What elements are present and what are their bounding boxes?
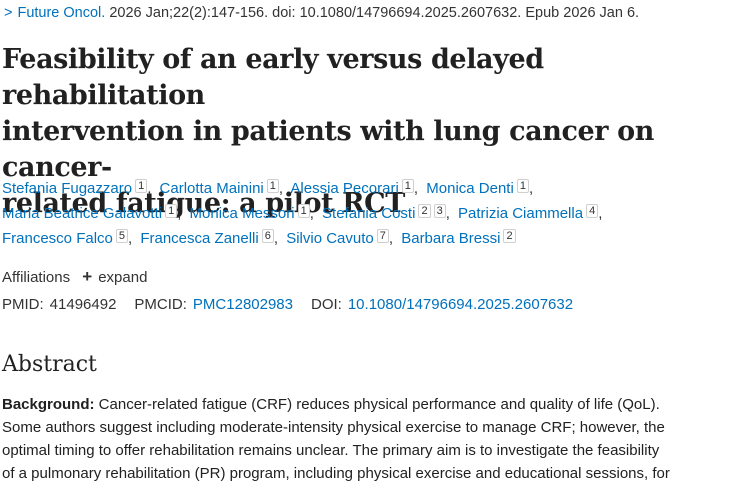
citation-line: > Future Oncol. 2026 Jan;22(2):147-156. d… xyxy=(4,2,639,24)
identifiers-row: PMID: 41496492 PMCID: PMC12802983 DOI: 10.108… xyxy=(2,294,573,316)
affiliation-badge[interactable]: 1 xyxy=(297,204,310,218)
doi-link[interactable]: 10.1080/14796694.2025.2607632 xyxy=(347,296,574,313)
affiliation-badge[interactable]: 1 xyxy=(266,179,279,193)
affiliations-label: Affiliations xyxy=(2,269,71,286)
author-link[interactable]: Alessia Pecorari xyxy=(290,180,399,197)
chevron-right-icon[interactable]: > xyxy=(4,5,13,21)
affiliation-badge[interactable]: 2 xyxy=(418,204,431,218)
author-link[interactable]: Stefania Fugazzaro xyxy=(2,180,133,197)
pmid-label: PMID: xyxy=(2,296,44,313)
affiliation-badge[interactable]: 3 xyxy=(433,204,446,218)
pmcid-link[interactable]: PMC12802983 xyxy=(192,296,293,313)
expand-label: expand xyxy=(98,269,148,286)
author-link[interactable]: Maria Beatrice Galavotti xyxy=(2,205,163,222)
author-link[interactable]: Patrizia Ciammella xyxy=(458,205,584,222)
pmid-value: 41496492 xyxy=(49,296,117,313)
journal-link[interactable]: Future Oncol. xyxy=(17,5,106,21)
article-title: Feasibility of an early versus delayed r… xyxy=(2,42,747,222)
abstract-line: of a pulmonary rehabilitation (PR) progr… xyxy=(2,465,670,482)
author-link[interactable]: Silvio Cavuto xyxy=(286,230,374,247)
affiliation-badge[interactable]: 1 xyxy=(135,179,148,193)
citation-details: 2026 Jan;22(2):147-156. doi: 10.1080/147… xyxy=(105,5,640,21)
affiliation-badge[interactable]: 4 xyxy=(586,204,599,218)
affiliation-badge[interactable]: 1 xyxy=(516,179,529,193)
author-link[interactable]: Barbara Bressi xyxy=(401,230,501,247)
abstract-line: optimal timing to offer rehabilitation r… xyxy=(2,442,660,459)
affiliations-row: Affiliations + expand xyxy=(2,266,147,289)
abstract-text: Background: Cancer-related fatigue (CRF)… xyxy=(2,393,747,485)
author-link[interactable]: Francesco Falco xyxy=(2,230,113,247)
affiliation-badge[interactable]: 1 xyxy=(165,204,178,218)
author-link[interactable]: Monica Messori xyxy=(189,205,295,222)
author-link[interactable]: Stefania Costi xyxy=(322,205,416,222)
author-list: Stefania Fugazzaro 1, Carlotta Mainini 1, … xyxy=(2,176,747,251)
title-line: Feasibility of an early versus delayed r… xyxy=(2,44,544,111)
abstract-heading: Abstract xyxy=(2,352,97,377)
abstract-line: Some authors suggest including moderate-… xyxy=(2,419,665,436)
author-link[interactable]: Francesca Zanelli xyxy=(140,230,259,247)
author-link[interactable]: Carlotta Mainini xyxy=(159,180,264,197)
expand-affiliations-button[interactable]: + expand xyxy=(82,267,148,286)
background-label: Background: xyxy=(2,396,95,413)
affiliation-badge[interactable]: 2 xyxy=(503,229,516,243)
author-line: Stefania Fugazzaro 1, Carlotta Mainini 1, … xyxy=(2,179,534,197)
title-line: related fatigue: a pilot RCT xyxy=(2,188,405,219)
affiliation-badge[interactable]: 5 xyxy=(115,229,128,243)
plus-icon: + xyxy=(82,267,93,286)
author-link[interactable]: Monica Denti xyxy=(426,180,514,197)
doi-label: DOI: xyxy=(311,296,342,313)
author-line: Maria Beatrice Galavotti 1, Monica Messor… xyxy=(2,204,603,222)
pmcid-label: PMCID: xyxy=(134,296,187,313)
affiliation-badge[interactable]: 6 xyxy=(261,229,274,243)
affiliation-badge[interactable]: 7 xyxy=(376,229,389,243)
author-line: Francesco Falco 5, Francesca Zanelli 6, Si… xyxy=(2,226,747,251)
affiliation-badge[interactable]: 1 xyxy=(401,179,414,193)
title-line: intervention in patients with lung cance… xyxy=(2,116,654,183)
abstract-line: Background: Cancer-related fatigue (CRF)… xyxy=(2,393,747,416)
abstract-line-text: Cancer-related fatigue (CRF) reduces phy… xyxy=(94,396,660,413)
